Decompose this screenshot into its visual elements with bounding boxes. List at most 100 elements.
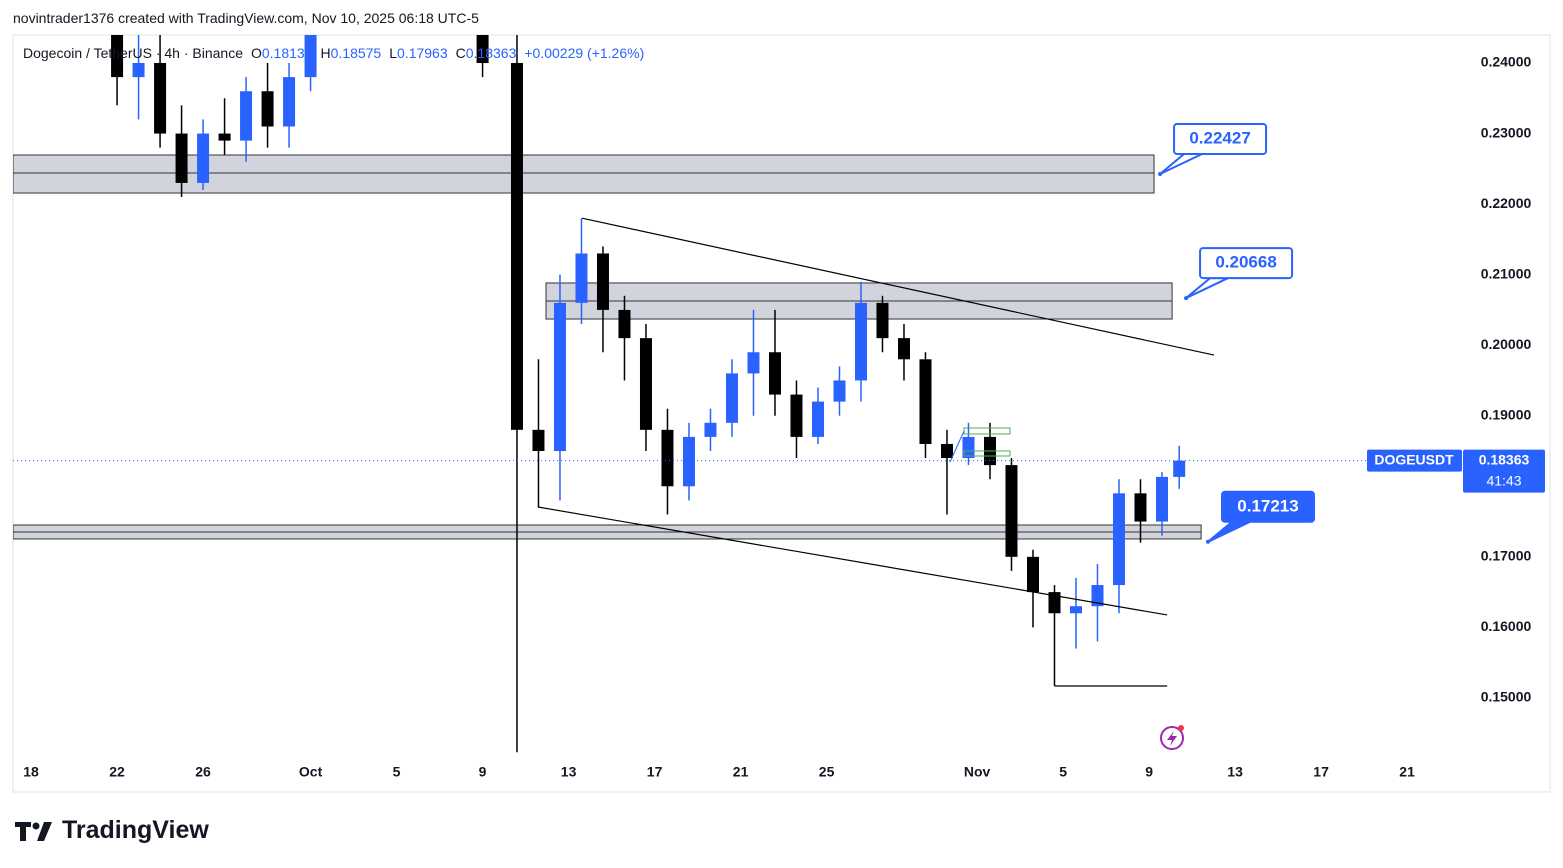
candle-body [240,91,253,141]
candle-body [704,422,717,437]
candle-body [175,133,188,183]
candle-body [768,352,781,395]
brand: TradingView [62,816,209,844]
candle-body [811,401,824,437]
field-value: 0.18363 [465,45,517,61]
candle-body [1069,606,1082,614]
candle-body [1155,476,1168,522]
brand-logo [15,822,52,841]
credit: novintrader1376 created with TradingView… [13,10,479,26]
y-tick-label: 0.19000 [1481,406,1532,422]
candle-body [1134,493,1147,522]
ticker-tag [1367,449,1462,472]
pattern-box [949,427,1011,463]
candle-body [532,429,545,452]
ticker-tag-label: DOGEUSDT [1374,451,1454,467]
x-tick-label: Oct [299,764,323,780]
y-tick-label: 0.20000 [1481,336,1532,352]
countdown: 41:43 [1486,472,1521,488]
x-tick-label: 13 [1227,764,1243,780]
x-tick-label: 22 [109,764,125,780]
candle-body [833,380,846,402]
candle-body [919,359,932,444]
callout-anchor [1206,539,1211,544]
candle-body [682,436,695,487]
legend-header: Dogecoin / TetherUS · 4h · Binance O0.181… [23,45,652,61]
x-tick-label: 17 [647,764,663,780]
candle-body [639,338,652,430]
candle-body [218,133,231,141]
candle-body [618,309,631,339]
candle-body [897,338,910,360]
x-tick-label: Nov [964,764,991,780]
candle-body [1112,493,1125,586]
x-tick-label: 5 [1059,764,1067,780]
trendline [537,506,1168,616]
candle-body [1048,592,1061,614]
alert-icon [1160,725,1184,750]
candle-body [283,77,296,127]
candle-body [661,429,674,487]
candle-body [111,35,124,78]
candle-body [197,133,210,183]
y-tick-label: 0.24000 [1481,54,1532,70]
callout-label: 0.22427 [1189,128,1250,147]
callout-label: 0.20668 [1215,253,1276,272]
candle-body [1026,556,1039,593]
candle-body [304,35,317,78]
x-tick-label: 17 [1313,764,1329,780]
candle-body [790,394,803,437]
candle-body [1091,585,1104,607]
candle-body [476,35,489,64]
candle-body [876,302,889,339]
x-tick-label: 9 [1145,764,1153,780]
chart-frame [12,34,1551,793]
x-tick-label: 21 [1399,764,1415,780]
callout-anchor [1184,296,1189,301]
x-tick-label: 25 [819,764,835,780]
x-tick-label: 5 [393,764,401,780]
field-label: H [320,45,331,61]
field-label: O [250,45,262,61]
candle-body [854,302,867,381]
candle-body [154,63,167,134]
y-tick-label: 0.16000 [1481,618,1532,634]
trendline [581,217,1215,356]
y-tick-label: 0.21000 [1481,265,1532,281]
candle-body [1173,460,1186,477]
y-tick-label: 0.17000 [1481,548,1532,564]
callout-anchor [1158,171,1163,176]
candle-body [575,253,588,303]
candle-body [326,0,338,7]
price-tag-label: 0.18363 [1479,451,1530,467]
x-tick-label: 26 [195,764,211,780]
field-label: L [389,45,398,61]
field-value: 0.18133 [261,45,313,61]
callout-box [1221,490,1316,523]
x-tick-label: 18 [23,764,39,780]
callout-box [1199,247,1294,280]
candle-body [940,443,953,459]
field-value: 0.17963 [397,45,448,61]
callout-label: 0.17213 [1237,496,1298,515]
x-tick-label: 9 [479,764,487,780]
candle-body [725,373,738,423]
candle-body [596,253,609,310]
candle-body [261,91,274,127]
candle-body [747,352,760,374]
y-tick-label: 0.15000 [1481,689,1532,705]
x-tick-label: 13 [561,764,577,780]
callout-box [1173,122,1268,155]
y-tick-label: 0.23000 [1481,124,1532,140]
candle-body [962,436,975,459]
symbol: Dogecoin / TetherUS · 4h · Binance [23,45,243,61]
candle-body [553,302,566,452]
field-value: 0.18575 [330,45,382,61]
candle-body [510,63,523,430]
x-tick-label: 21 [733,764,749,780]
candle-body [132,63,145,78]
change: +0.00229 (+1.26%) [524,45,645,61]
price-tag [1463,449,1545,493]
